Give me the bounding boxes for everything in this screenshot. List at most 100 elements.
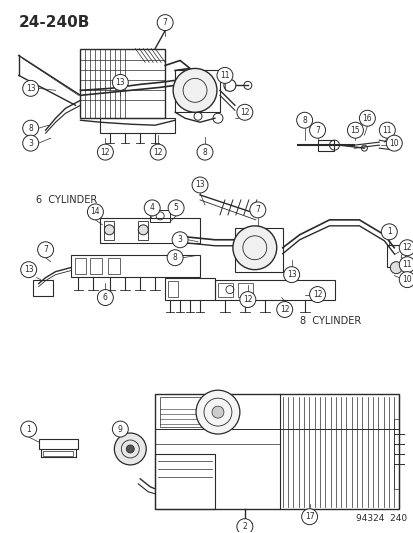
Text: 7: 7 <box>255 205 260 214</box>
Text: 8: 8 <box>28 124 33 133</box>
Circle shape <box>239 292 255 308</box>
Text: 13: 13 <box>26 84 36 93</box>
Circle shape <box>126 445 134 453</box>
Bar <box>387 245 404 266</box>
Circle shape <box>138 225 148 235</box>
Circle shape <box>112 75 128 91</box>
Circle shape <box>398 240 413 256</box>
Text: 5: 5 <box>173 204 178 212</box>
Text: 7: 7 <box>43 245 48 254</box>
Bar <box>317 140 333 151</box>
Text: 13: 13 <box>115 78 125 87</box>
Text: 17: 17 <box>304 512 313 521</box>
Text: 14: 14 <box>90 207 100 216</box>
Text: 16: 16 <box>362 114 371 123</box>
Text: 12: 12 <box>153 148 163 157</box>
Bar <box>168 280 178 296</box>
Circle shape <box>87 204 103 220</box>
Text: 7: 7 <box>314 126 319 135</box>
Circle shape <box>283 266 299 282</box>
Circle shape <box>378 122 394 138</box>
Circle shape <box>38 242 53 258</box>
Circle shape <box>114 433 146 465</box>
Circle shape <box>211 406 223 418</box>
Text: 12: 12 <box>401 243 411 252</box>
Circle shape <box>97 289 113 305</box>
Bar <box>138 221 148 240</box>
Text: 9: 9 <box>118 425 123 433</box>
Bar <box>217 282 233 296</box>
Circle shape <box>167 250 183 265</box>
Circle shape <box>192 177 207 193</box>
Text: 13: 13 <box>286 270 296 279</box>
Bar <box>237 282 252 296</box>
Text: 4: 4 <box>150 204 154 212</box>
Circle shape <box>23 135 38 151</box>
Circle shape <box>150 144 166 160</box>
Circle shape <box>296 112 312 128</box>
Text: 7: 7 <box>162 18 167 27</box>
Text: 13: 13 <box>195 181 204 190</box>
Circle shape <box>276 302 292 318</box>
Bar <box>155 454 214 508</box>
Text: 10: 10 <box>401 275 411 284</box>
Text: 6  CYLINDER: 6 CYLINDER <box>36 195 97 205</box>
Circle shape <box>389 262 401 273</box>
Bar <box>43 451 72 456</box>
Text: 2: 2 <box>242 522 247 531</box>
Text: 12: 12 <box>240 108 249 117</box>
Text: 3: 3 <box>28 139 33 148</box>
Text: 12: 12 <box>312 290 322 299</box>
Bar <box>100 218 199 243</box>
Bar <box>33 280 52 296</box>
Text: 8: 8 <box>301 116 306 125</box>
Text: 11: 11 <box>401 260 411 269</box>
Text: 6: 6 <box>103 293 107 302</box>
Circle shape <box>23 80 38 96</box>
Circle shape <box>172 232 188 248</box>
Bar <box>108 258 120 273</box>
Text: 12: 12 <box>279 305 289 314</box>
Circle shape <box>233 226 276 270</box>
Text: 11: 11 <box>220 71 229 80</box>
Bar <box>234 228 282 272</box>
Bar <box>155 394 398 508</box>
Bar <box>74 258 86 273</box>
Circle shape <box>398 257 413 273</box>
Text: 1: 1 <box>26 425 31 433</box>
Text: 3: 3 <box>177 235 182 244</box>
Circle shape <box>216 68 233 83</box>
Bar <box>100 118 175 133</box>
Bar <box>90 258 102 273</box>
Text: 12: 12 <box>100 148 110 157</box>
Bar <box>165 278 214 300</box>
Circle shape <box>168 200 184 216</box>
Circle shape <box>97 144 113 160</box>
Text: 8: 8 <box>172 253 177 262</box>
Circle shape <box>112 421 128 437</box>
Bar <box>393 419 398 489</box>
Bar <box>38 439 78 449</box>
Text: 12: 12 <box>242 295 252 304</box>
Circle shape <box>358 110 375 126</box>
Circle shape <box>196 390 239 434</box>
Text: 15: 15 <box>350 126 359 135</box>
Circle shape <box>347 122 363 138</box>
Circle shape <box>385 135 401 151</box>
Circle shape <box>144 200 160 216</box>
Bar <box>80 49 165 118</box>
Text: 8  CYLINDER: 8 CYLINDER <box>299 317 360 327</box>
Circle shape <box>21 421 37 437</box>
Circle shape <box>21 262 37 278</box>
Bar <box>104 221 114 240</box>
Text: 10: 10 <box>389 139 398 148</box>
Circle shape <box>309 287 325 303</box>
Bar <box>175 70 219 112</box>
Circle shape <box>173 68 216 112</box>
Circle shape <box>236 519 252 533</box>
Circle shape <box>236 104 252 120</box>
Text: 94324  240: 94324 240 <box>355 514 406 523</box>
Bar <box>70 255 199 277</box>
Circle shape <box>23 120 38 136</box>
Text: 8: 8 <box>202 148 207 157</box>
